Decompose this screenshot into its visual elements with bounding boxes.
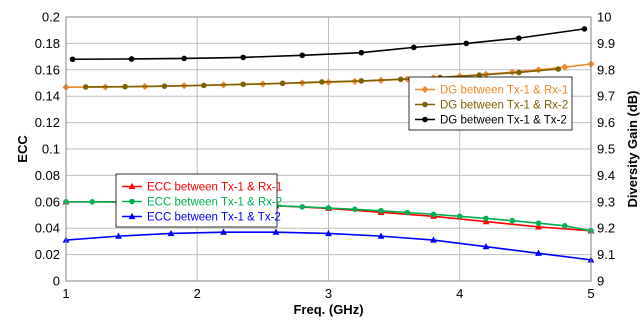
data-point bbox=[482, 243, 490, 250]
data-point bbox=[430, 236, 437, 243]
legend-marker bbox=[422, 101, 428, 108]
legend-marker bbox=[421, 85, 429, 94]
data-point bbox=[476, 72, 483, 78]
y-right-tick-label: 10 bbox=[597, 10, 611, 25]
data-point bbox=[358, 49, 365, 56]
data-point bbox=[82, 84, 89, 90]
x-tick-label: 4 bbox=[456, 286, 463, 301]
y-right-tick-label: 9.8 bbox=[597, 62, 615, 77]
data-point bbox=[516, 69, 522, 76]
y-right-tick-label: 9.5 bbox=[597, 142, 615, 157]
data-point bbox=[483, 215, 489, 222]
y-left-tick-label: 0.06 bbox=[35, 194, 60, 209]
legend-marker bbox=[128, 182, 136, 190]
data-point bbox=[555, 66, 561, 72]
data-point bbox=[581, 26, 588, 32]
y-right-tick-label: 9.6 bbox=[597, 115, 615, 130]
data-point bbox=[516, 35, 522, 41]
x-tick-label: 1 bbox=[62, 286, 69, 301]
x-tick-label: 2 bbox=[194, 286, 201, 301]
y-left-tick-label: 0 bbox=[53, 274, 60, 289]
data-point bbox=[397, 76, 404, 83]
data-point bbox=[378, 207, 384, 214]
y-right-tick-label: 9.2 bbox=[597, 221, 615, 236]
legend-ecc: ECC between Tx-1 & Rx-1 ECC between Tx-1 … bbox=[115, 173, 282, 228]
data-point bbox=[377, 232, 385, 239]
data-point bbox=[463, 40, 470, 47]
legend-dg: DG between Tx-1 & Rx-1 DG between Tx-1 & … bbox=[408, 76, 573, 131]
y-axis-left-title: ECC bbox=[15, 135, 30, 163]
series-line bbox=[72, 28, 585, 61]
legend-marker bbox=[129, 198, 135, 205]
data-point bbox=[220, 228, 227, 235]
data-point bbox=[128, 56, 135, 62]
data-point bbox=[561, 223, 568, 229]
legend-label: DG between Tx-1 & Tx-2 bbox=[440, 115, 567, 127]
data-point bbox=[535, 220, 542, 226]
y-left-tick-label: 0.04 bbox=[35, 221, 60, 236]
data-point bbox=[240, 81, 246, 88]
legend-label: ECC between Tx-1 & Rx-2 bbox=[147, 197, 282, 209]
legend-label: ECC between Tx-1 & Rx-1 bbox=[147, 182, 282, 194]
data-point bbox=[161, 83, 168, 89]
data-point bbox=[509, 217, 516, 224]
legend-label: ECC between Tx-1 & Tx-2 bbox=[147, 212, 281, 224]
x-tick-label: 5 bbox=[587, 286, 594, 301]
data-point bbox=[69, 56, 76, 63]
legend-marker bbox=[422, 116, 428, 123]
tick-labels: 1 2 3 4 5 0 0.02 0.04 0.06 0.08 0.1 0.12 0.14 0.16 0.1… bbox=[35, 10, 615, 302]
y-left-tick-label: 0.1 bbox=[42, 142, 60, 157]
data-point bbox=[456, 213, 463, 220]
y-left-tick-label: 0.02 bbox=[35, 247, 60, 262]
y-right-tick-label: 9.3 bbox=[597, 194, 615, 209]
y-right-tick-label: 9.7 bbox=[597, 89, 615, 104]
data-point bbox=[279, 80, 286, 87]
data-point bbox=[325, 205, 332, 211]
y-left-tick-label: 0.18 bbox=[35, 36, 60, 51]
data-point bbox=[411, 44, 417, 51]
data-point bbox=[430, 211, 437, 218]
data-point bbox=[561, 63, 569, 71]
y-right-tick-label: 9.1 bbox=[597, 247, 615, 262]
legend-box bbox=[408, 76, 573, 131]
data-point bbox=[89, 199, 96, 205]
legend-label: DG between Tx-1 & Rx-2 bbox=[440, 100, 568, 112]
y-left-tick-label: 0.2 bbox=[42, 10, 60, 25]
series-dg-between-tx-1-tx-2 bbox=[69, 26, 588, 63]
y-right-tick-label: 9.4 bbox=[597, 168, 615, 183]
data-point bbox=[272, 228, 280, 235]
legend-marker bbox=[128, 212, 136, 220]
data-point bbox=[325, 229, 332, 237]
plot-frame bbox=[65, 16, 592, 282]
data-point bbox=[115, 232, 122, 239]
y-left-tick-label: 0.16 bbox=[35, 62, 60, 77]
y-right-tick-label: 9.9 bbox=[597, 36, 615, 51]
x-tick-label: 3 bbox=[325, 286, 332, 301]
data-point bbox=[167, 229, 175, 237]
data-point bbox=[351, 206, 358, 213]
data-point bbox=[122, 83, 128, 90]
data-point bbox=[535, 223, 542, 230]
data-point bbox=[299, 52, 306, 59]
y-right-tick-label: 9 bbox=[597, 274, 604, 289]
data-point bbox=[181, 55, 187, 62]
legend-box bbox=[115, 173, 278, 228]
data-point bbox=[201, 82, 207, 89]
y-axis-right-title: Diversity Gain (dB) bbox=[625, 90, 640, 207]
data-point bbox=[299, 204, 306, 210]
y-left-tick-label: 0.12 bbox=[35, 115, 60, 130]
data-point bbox=[358, 78, 365, 84]
x-axis-title: Freq. (GHz) bbox=[293, 302, 363, 317]
data-point bbox=[404, 209, 411, 216]
data-point bbox=[535, 249, 542, 256]
legend-label: DG between Tx-1 & Rx-1 bbox=[440, 85, 568, 97]
data-point bbox=[240, 54, 246, 61]
data-point bbox=[319, 79, 325, 85]
y-left-tick-label: 0.14 bbox=[35, 89, 60, 104]
y-left-tick-label: 0.08 bbox=[35, 168, 60, 183]
